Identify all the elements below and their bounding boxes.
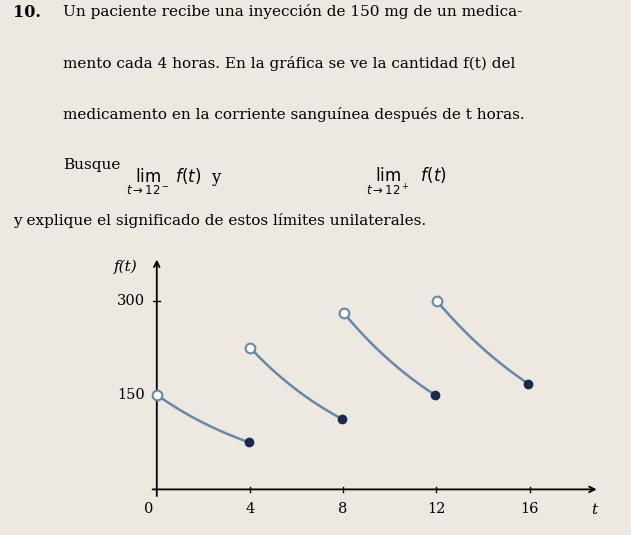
Text: $\underset{t\to 12^+}{\lim}\ \ f(t)$: $\underset{t\to 12^+}{\lim}\ \ f(t)$ [366,165,447,197]
Text: y explique el significado de estos límites unilaterales.: y explique el significado de estos límit… [13,213,426,228]
Text: 16: 16 [521,502,539,516]
Text: 10.: 10. [13,4,40,21]
Text: t: t [591,503,597,517]
Text: 0: 0 [144,502,153,516]
Text: 12: 12 [427,502,445,516]
Text: Busque: Busque [63,158,121,172]
Text: Un paciente recibe una inyección de 150 mg de un medica-: Un paciente recibe una inyección de 150 … [63,4,522,19]
Text: $\underset{t\to 12^-}{\lim}\ f(t)$  y: $\underset{t\to 12^-}{\lim}\ f(t)$ y [126,167,223,197]
Text: 4: 4 [245,502,254,516]
Text: 300: 300 [117,294,145,308]
Text: 8: 8 [338,502,348,516]
Text: medicamento en la corriente sanguínea después de t horas.: medicamento en la corriente sanguínea de… [63,107,525,122]
Text: f(t): f(t) [114,259,138,273]
Text: 150: 150 [117,388,145,402]
Text: mento cada 4 horas. En la gráfica se ve la cantidad f(t) del: mento cada 4 horas. En la gráfica se ve … [63,56,516,71]
